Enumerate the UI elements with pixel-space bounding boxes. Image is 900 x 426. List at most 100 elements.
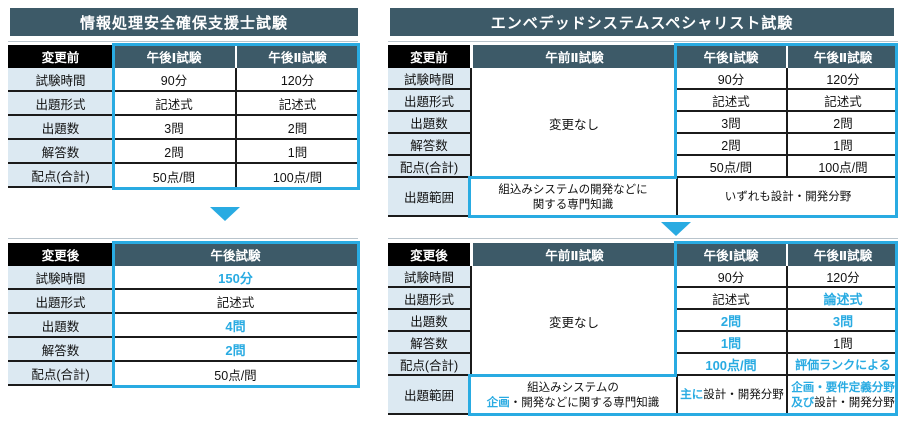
column-header: 午後Ⅰ試験: [676, 243, 786, 266]
table-cell-changed: 150分: [113, 266, 358, 290]
scope-text-changed: 主に: [680, 389, 704, 402]
table-cell: 記述式: [113, 290, 358, 314]
row-label: 出題形式: [388, 288, 470, 310]
scope-cell: いずれも設計・開発分野: [676, 178, 898, 217]
row-label: 配点(合計): [8, 164, 113, 188]
table-cell: 1問: [786, 332, 898, 354]
row-label: 試験時間: [388, 68, 470, 90]
down-arrow-icon: [661, 222, 691, 236]
table-cell: 記述式: [676, 288, 786, 310]
divider: [8, 238, 358, 239]
table-cell: 2問: [676, 134, 786, 156]
scope-text: 組込みシステムの: [527, 381, 619, 394]
row-label: 出題範囲: [388, 376, 470, 415]
row-label: 解答数: [8, 338, 113, 362]
table-cell-changed: 100点/問: [676, 354, 786, 376]
table-cell: 1問: [786, 134, 898, 156]
row-label: 解答数: [8, 140, 113, 164]
table-cell: 50点/問: [113, 362, 358, 386]
table-cell: 90分: [676, 68, 786, 90]
table-cell: 100点/問: [786, 156, 898, 178]
scope-text-changed: 企画: [486, 396, 510, 409]
row-label: 配点(合計): [388, 354, 470, 376]
table-cell: 50点/問: [676, 156, 786, 178]
table-cell: 3問: [113, 116, 235, 140]
left-exam-title: 情報処理安全確保支援士試験: [10, 8, 358, 36]
column-header: 午後Ⅰ試験: [113, 45, 235, 68]
row-label: 試験時間: [8, 68, 113, 92]
table-cell-changed: 論述式: [786, 288, 898, 310]
scope-cell: 組込みシステムの 企画・開発などに関する専門知識: [470, 376, 676, 415]
divider: [8, 41, 358, 42]
scope-text-changed: 企画・要件定義分野: [791, 381, 895, 394]
column-header: 午後Ⅱ試験: [786, 45, 898, 68]
scope-cell: 組込みシステムの開発などに 関する専門知識: [470, 178, 676, 217]
column-header: 午後Ⅰ試験: [676, 45, 786, 68]
scope-text-changed: 及び: [791, 396, 815, 409]
row-label: 解答数: [388, 332, 470, 354]
corner-cell: 変更後: [8, 243, 113, 266]
divider: [388, 238, 898, 239]
scope-cell: 主に設計・開発分野: [676, 376, 786, 415]
column-header: 午前Ⅱ試験: [470, 243, 676, 266]
right-after-table: 変更後 午前Ⅱ試験 午後Ⅰ試験 午後Ⅱ試験 試験時間 変更なし 90分 120分…: [388, 243, 898, 415]
down-arrow-icon: [210, 207, 240, 221]
right-exam-title: エンベデッドシステムスペシャリスト試験: [390, 8, 894, 36]
table-cell: 90分: [676, 266, 786, 288]
corner-cell: 変更前: [8, 45, 113, 68]
row-label: 出題数: [388, 112, 470, 134]
column-header: 午後Ⅱ試験: [235, 45, 358, 68]
right-before-table: 変更前 午前Ⅱ試験 午後Ⅰ試験 午後Ⅱ試験 試験時間 変更なし 90分 120分…: [388, 45, 898, 217]
table-cell-changed: 2問: [113, 338, 358, 362]
scope-text: 設計・開発分野: [814, 396, 895, 409]
table-cell: 記述式: [235, 92, 358, 116]
table-cell: 120分: [786, 266, 898, 288]
table-cell: 記述式: [786, 90, 898, 112]
scope-text: 関する専門知識: [532, 198, 614, 211]
table-cell: 記述式: [113, 92, 235, 116]
row-label: 試験時間: [388, 266, 470, 288]
corner-cell: 変更前: [388, 45, 470, 68]
row-label: 出題数: [8, 314, 113, 338]
left-after-table: 変更後 午後試験 試験時間 150分 出題形式 記述式 出題数 4問 解答数 2…: [8, 243, 358, 386]
row-label: 配点(合計): [8, 362, 113, 386]
row-label: 配点(合計): [388, 156, 470, 178]
scope-text: 組込みシステムの開発などに: [498, 183, 648, 196]
no-change-cell: 変更なし: [470, 266, 676, 376]
row-label: 解答数: [388, 134, 470, 156]
left-before-table: 変更前 午後Ⅰ試験 午後Ⅱ試験 試験時間 90分 120分 出題形式 記述式 記…: [8, 45, 358, 188]
table-cell: 2問: [235, 116, 358, 140]
table-cell-changed: 評価ランクによる: [786, 354, 898, 376]
row-label: 出題数: [8, 116, 113, 140]
table-cell: 120分: [235, 68, 358, 92]
table-cell-changed: 1問: [676, 332, 786, 354]
row-label: 出題形式: [8, 290, 113, 314]
row-label: 出題形式: [8, 92, 113, 116]
table-cell: 100点/問: [235, 164, 358, 188]
table-cell: 120分: [786, 68, 898, 90]
scope-cell: 企画・要件定義分野 及び設計・開発分野: [786, 376, 898, 415]
divider: [388, 41, 898, 42]
table-cell-changed: 3問: [786, 310, 898, 332]
column-header: 午後試験: [113, 243, 358, 266]
column-header: 午後Ⅱ試験: [786, 243, 898, 266]
column-header: 午前Ⅱ試験: [470, 45, 676, 68]
table-cell: 2問: [113, 140, 235, 164]
table-cell: 90分: [113, 68, 235, 92]
row-label: 出題数: [388, 310, 470, 332]
table-cell: 50点/問: [113, 164, 235, 188]
scope-text: ・開発などに関する専門知識: [509, 396, 660, 409]
table-cell: 記述式: [676, 90, 786, 112]
row-label: 出題範囲: [388, 178, 470, 217]
table-cell: 2問: [786, 112, 898, 134]
row-label: 試験時間: [8, 266, 113, 290]
scope-text: 設計・開発分野: [703, 389, 784, 402]
row-label: 出題形式: [388, 90, 470, 112]
table-cell: 1問: [235, 140, 358, 164]
table-cell-changed: 2問: [676, 310, 786, 332]
table-cell: 3問: [676, 112, 786, 134]
table-cell-changed: 4問: [113, 314, 358, 338]
no-change-cell: 変更なし: [470, 68, 676, 178]
corner-cell: 変更後: [388, 243, 470, 266]
